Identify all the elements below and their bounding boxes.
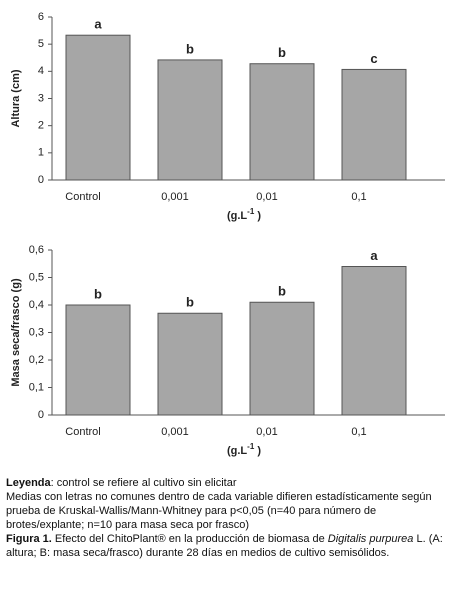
legend-line: Leyenda: control se refiere al cultivo s…	[6, 476, 452, 490]
bar-letter: a	[94, 17, 102, 32]
figure-text: Efecto del ChitoPlant® en la producción …	[51, 533, 328, 545]
x-axis-title-end: )	[254, 210, 261, 222]
bar	[249, 63, 315, 181]
species: Digitalis purpurea	[327, 533, 414, 545]
y-tick-label: 3	[38, 92, 44, 104]
x-tick-label: 0,001	[161, 426, 189, 438]
bar	[157, 312, 223, 416]
bar-letter: b	[94, 286, 102, 301]
y-tick-label: 0,6	[29, 244, 44, 256]
x-tick-label: 0,01	[256, 426, 277, 438]
bar	[341, 266, 407, 416]
x-axis-title: (g.L-1 )	[227, 442, 261, 457]
x-axis-title: (g.L-1 )	[227, 207, 261, 222]
y-tick-label: 0	[38, 409, 44, 421]
bar-letter: b	[186, 295, 194, 310]
legend-text: : control se refiere al cultivo sin elic…	[50, 477, 237, 489]
figure-caption: Figura 1. Efecto del ChitoPlant® en la p…	[6, 532, 452, 560]
x-tick-label: Control	[65, 191, 100, 203]
bar	[65, 304, 131, 416]
bar-letter: b	[186, 41, 194, 56]
x-axis-title-text: (g.L	[227, 445, 247, 457]
y-tick-label: 0,5	[29, 271, 44, 283]
bar-letter: b	[278, 284, 286, 299]
figure-head: Figura 1.	[6, 533, 52, 545]
y-tick-label: 0,1	[29, 381, 44, 393]
x-axis-title-sup: -1	[247, 442, 255, 451]
x-tick-label: 0,1	[351, 426, 366, 438]
bar-letter: c	[370, 51, 377, 66]
y-tick-label: 4	[38, 65, 44, 77]
y-axis-title: Masa seca/frasco (g)	[10, 278, 22, 387]
x-tick-label: 0,001	[161, 191, 189, 203]
note: Medias con letras no comunes dentro de c…	[6, 491, 432, 531]
x-axis-title-text: (g.L	[227, 210, 247, 222]
bar-letter: a	[370, 248, 378, 263]
y-tick-label: 0,4	[29, 299, 44, 311]
x-tick-label: 0,1	[351, 191, 366, 203]
bar	[249, 301, 315, 416]
y-axis-title: Altura (cm)	[10, 69, 22, 127]
y-tick-label: 2	[38, 120, 44, 132]
x-axis-title-sup: -1	[247, 207, 255, 216]
bar	[341, 68, 407, 181]
y-tick-label: 0,3	[29, 326, 44, 338]
x-tick-label: 0,01	[256, 191, 277, 203]
chart: 0 1 2 3 4 5 6 Altura (cm) Control a 0,001 b 0,01 b 0,1…	[10, 11, 445, 457]
x-axis-title-end: )	[254, 445, 261, 457]
y-tick-label: 0,2	[29, 354, 44, 366]
figure-end: L. (A: altura; B: masa seca/frasco) dura…	[6, 533, 443, 559]
bar	[65, 34, 131, 181]
y-tick-label: 1	[38, 147, 44, 159]
bar	[157, 59, 223, 181]
y-tick-label: 5	[38, 38, 44, 50]
caption: Leyenda: control se refiere al cultivo s…	[6, 476, 452, 560]
legend-head: Leyenda	[6, 477, 51, 489]
y-tick-label: 0	[38, 174, 44, 186]
x-tick-label: Control	[65, 426, 100, 438]
bar-letter: b	[278, 45, 286, 60]
y-tick-label: 6	[38, 11, 44, 23]
